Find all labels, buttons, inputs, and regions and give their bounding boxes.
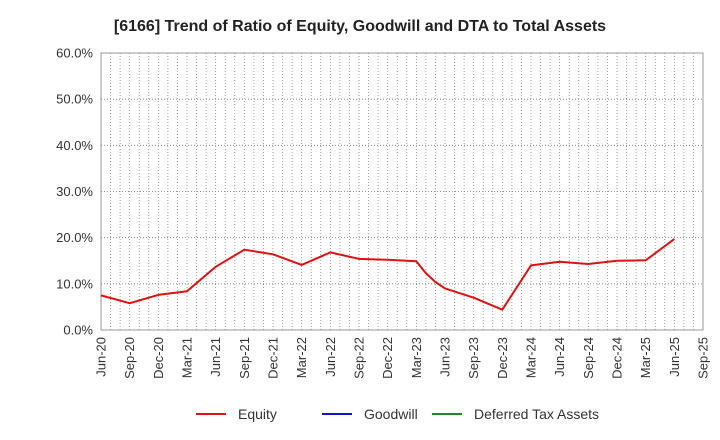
x-tick-label: Mar-24: [524, 337, 539, 378]
legend-label: Equity: [238, 406, 277, 422]
y-tick-label: 40.0%: [56, 138, 93, 153]
x-tick-label: Dec-22: [380, 337, 395, 379]
x-tick-label: Mar-25: [638, 337, 653, 378]
x-tick-label: Mar-22: [294, 337, 309, 378]
x-tick-label: Jun-24: [552, 337, 567, 377]
x-tick-label: Dec-20: [151, 337, 166, 379]
x-tick-label: Dec-21: [266, 337, 281, 379]
x-tick-label: Sep-21: [237, 337, 252, 379]
y-tick-label: 10.0%: [56, 276, 93, 291]
series-line-equity: [100, 238, 675, 311]
chart-title: [6166] Trend of Ratio of Equity, Goodwil…: [114, 18, 606, 35]
x-tick-label: Sep-20: [122, 337, 137, 379]
x-axis: Jun-20 Sep-20 Dec-20 Mar-21 Jun-21 Sep-21 Dec-…: [94, 337, 711, 379]
x-tick-label: Dec-24: [610, 337, 625, 379]
x-tick-label: Sep-22: [352, 337, 367, 379]
x-tick-label: Jun-20: [94, 337, 109, 377]
legend: Equity Goodwill Deferred Tax Assets: [196, 406, 599, 422]
legend-label: Deferred Tax Assets: [474, 406, 599, 422]
y-tick-label: 30.0%: [56, 184, 93, 199]
x-tick-label: Dec-23: [495, 337, 510, 379]
x-tick-label: Mar-23: [409, 337, 424, 378]
y-axis: 0.0% 10.0% 20.0% 30.0% 40.0% 50.0% 60.0%: [56, 46, 93, 338]
y-tick-label: 50.0%: [56, 92, 93, 107]
x-tick-label: Jun-22: [323, 337, 338, 377]
x-tick-label: Jun-21: [208, 337, 223, 377]
x-tick-label: Jun-23: [438, 337, 453, 377]
y-tick-label: 20.0%: [56, 230, 93, 245]
plot-area: [100, 238, 675, 311]
x-tick-label: Sep-25: [696, 337, 711, 379]
grid: [100, 52, 704, 331]
x-tick-label: Mar-21: [180, 337, 195, 378]
legend-label: Goodwill: [364, 406, 418, 422]
x-tick-label: Sep-23: [466, 337, 481, 379]
x-tick-label: Sep-24: [581, 337, 596, 379]
y-tick-label: 60.0%: [56, 46, 93, 61]
y-tick-label: 0.0%: [63, 323, 93, 338]
x-tick-label: Jun-25: [667, 337, 682, 377]
